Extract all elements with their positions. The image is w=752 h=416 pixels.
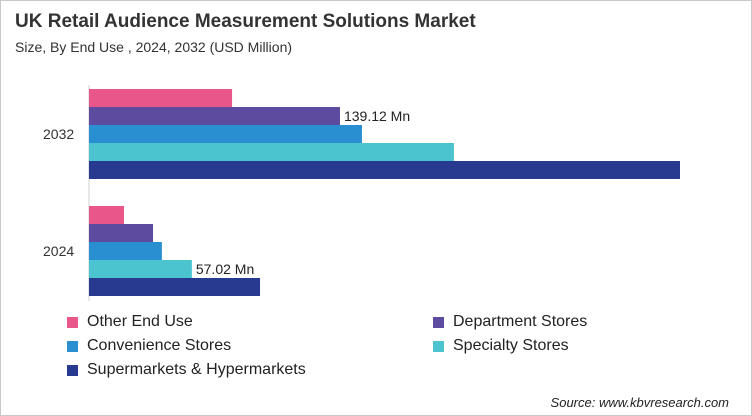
chart-title: UK Retail Audience Measurement Solutions… [15, 11, 476, 32]
chart-subtitle: Size, By End Use , 2024, 2032 (USD Milli… [15, 39, 293, 55]
legend-item: Specialty Stores [433, 337, 569, 355]
bar-specialty-stores-2024 [89, 260, 192, 278]
legend-swatch [433, 316, 444, 328]
legend-swatch [67, 316, 78, 328]
legend-label: Other End Use [87, 313, 193, 330]
legend-swatch [67, 340, 78, 352]
legend-label: Convenience Stores [87, 337, 232, 354]
data-label: 139.12 Mn [344, 108, 410, 124]
legend-item: Department Stores [433, 313, 587, 331]
legend-item: Supermarkets & Hypermarkets [67, 361, 306, 379]
bar-other-end-use-2032 [89, 89, 233, 107]
source-note: Source: www.kbvresearch.com [550, 395, 729, 410]
bar-convenience-stores-2032 [89, 125, 362, 143]
bar-convenience-stores-2024 [89, 242, 162, 260]
legend-item: Convenience Stores [67, 337, 231, 355]
legend-swatch [67, 364, 78, 376]
bar-supermarkets-hypermarkets-2024 [89, 278, 261, 296]
bar-specialty-stores-2032 [89, 143, 454, 161]
y-tick-label: 2024 [43, 243, 74, 259]
bar-department-stores-2024 [89, 224, 154, 242]
y-tick-label: 2032 [43, 126, 74, 142]
legend-swatch [433, 340, 444, 352]
data-label: 57.02 Mn [196, 261, 254, 277]
legend-label: Supermarkets & Hypermarkets [87, 361, 306, 378]
legend-label: Specialty Stores [453, 337, 569, 354]
legend-item: Other End Use [67, 313, 193, 331]
legend-label: Department Stores [453, 313, 588, 330]
bar-supermarkets-hypermarkets-2032 [89, 161, 680, 179]
bar-other-end-use-2024 [89, 206, 124, 224]
bar-department-stores-2032 [89, 107, 340, 125]
